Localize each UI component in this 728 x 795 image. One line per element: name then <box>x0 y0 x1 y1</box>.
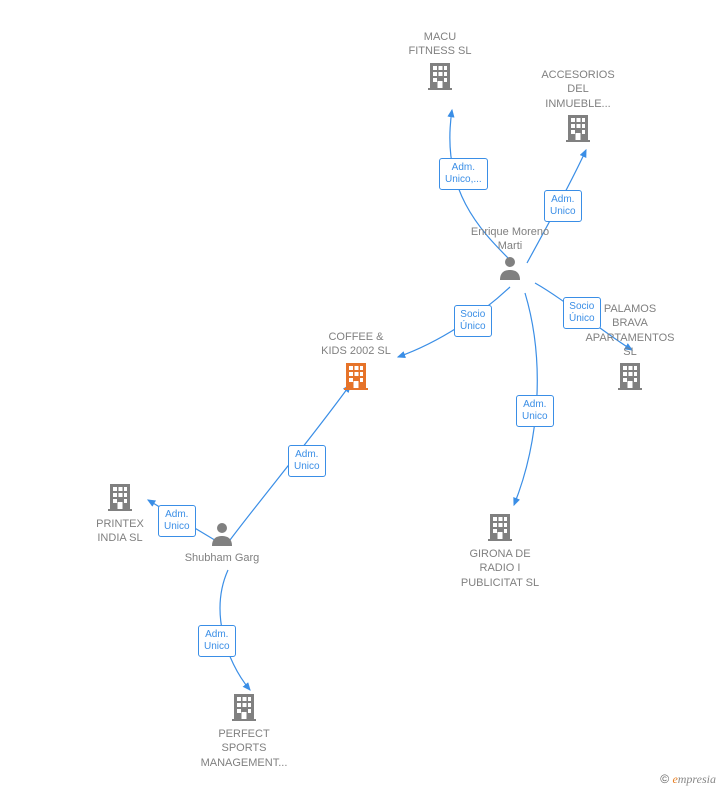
edge-label-enrique-macu[interactable]: Adm.Unico,... <box>439 158 488 190</box>
node-label-perfect: PERFECT SPORTS MANAGEMENT... <box>194 727 294 770</box>
node-girona[interactable]: GIRONA DE RADIO I PUBLICITAT SL <box>450 510 550 590</box>
node-label-accesorios: ACCESORIOS DEL INMUEBLE... <box>528 68 628 111</box>
edge-label-enrique-palamos[interactable]: SocioÚnico <box>563 297 601 329</box>
node-label-printex: PRINTEX INDIA SL <box>70 517 170 546</box>
edge-label-enrique-coffee[interactable]: SocioÚnico <box>454 305 492 337</box>
edge-label-enrique-accesorios[interactable]: Adm.Unico <box>544 190 582 222</box>
edge-label-enrique-girona[interactable]: Adm.Unico <box>516 395 554 427</box>
edge-label-shubham-perfect[interactable]: Adm.Unico <box>198 625 236 657</box>
node-label-shubham: Shubham Garg <box>172 551 272 565</box>
brand-rest: mpresia <box>678 772 716 786</box>
edge-label-shubham-coffee[interactable]: Adm.Unico <box>288 445 326 477</box>
node-macu[interactable]: MACU FITNESS SL <box>390 30 490 96</box>
node-enrique[interactable]: Enrique Moreno Marti <box>460 225 560 285</box>
node-perfect[interactable]: PERFECT SPORTS MANAGEMENT... <box>194 690 294 770</box>
node-accesorios[interactable]: ACCESORIOS DEL INMUEBLE... <box>528 68 628 148</box>
node-label-coffee: COFFEE & KIDS 2002 SL <box>306 330 406 359</box>
copyright: © empresia <box>660 772 716 787</box>
node-printex[interactable]: PRINTEX INDIA SL <box>70 480 170 546</box>
node-label-enrique: Enrique Moreno Marti <box>460 225 560 254</box>
node-label-girona: GIRONA DE RADIO I PUBLICITAT SL <box>450 547 550 590</box>
node-label-macu: MACU FITNESS SL <box>390 30 490 59</box>
node-coffee[interactable]: COFFEE & KIDS 2002 SL <box>306 330 406 396</box>
edge-label-shubham-printex[interactable]: Adm.Unico <box>158 505 196 537</box>
copyright-symbol: © <box>660 772 669 786</box>
diagram-canvas: MACU FITNESS SL ACCESORIOS DEL INMUEBLE..… <box>0 0 728 795</box>
